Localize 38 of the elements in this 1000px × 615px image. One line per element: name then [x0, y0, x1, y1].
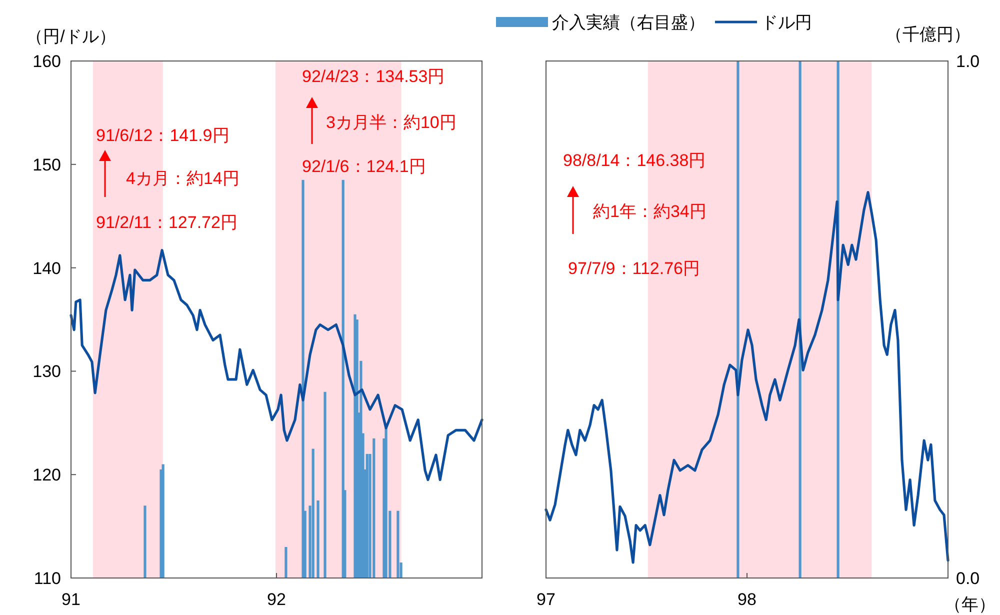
annotation: 約1年：約34円 — [593, 202, 706, 221]
y2-tick-label: 1.0 — [956, 52, 980, 71]
y-axis-title: （円/ドル） — [26, 27, 116, 46]
y-tick-label: 110 — [34, 569, 61, 588]
y-tick-label: 160 — [32, 52, 61, 71]
bar — [396, 510, 400, 578]
y2-axis-title: （千億円） — [886, 25, 970, 44]
x-axis-title: （年） — [944, 595, 996, 614]
annotation: 3カ月半：約10円 — [326, 113, 456, 132]
bar — [312, 448, 314, 578]
y-tick-label: 150 — [32, 155, 61, 174]
x-tick-label: 91 — [62, 590, 80, 609]
annotation: 92/1/6：124.1円 — [302, 157, 426, 176]
annotation: 98/8/14：146.38円 — [563, 151, 706, 170]
y-tick-label: 130 — [32, 362, 61, 382]
bar — [302, 180, 304, 578]
bar — [316, 500, 320, 578]
bar — [162, 464, 164, 578]
y-tick-label: 140 — [32, 258, 61, 278]
legend-label: ドル円 — [761, 13, 812, 32]
legend-label: 介入実績（右目盛） — [552, 13, 705, 32]
bar — [284, 546, 288, 578]
x-tick-label: 98 — [738, 590, 756, 609]
bar — [384, 428, 388, 578]
annotation: 97/7/9：112.76円 — [568, 259, 700, 278]
bar — [354, 314, 356, 578]
bar — [372, 438, 376, 578]
line-series — [70, 248, 484, 482]
annotation: 4カ月：約14円 — [126, 169, 240, 188]
bar — [144, 506, 146, 578]
y-tick-label: 120 — [32, 466, 61, 485]
annotation: 91/6/12：141.9円 — [96, 126, 230, 145]
bar — [324, 392, 326, 578]
x-tick-label: 92 — [267, 590, 286, 609]
y2-tick-label: 0.0 — [956, 569, 980, 588]
annotation: 91/2/11：127.72円 — [96, 213, 238, 232]
x-tick-label: 97 — [536, 590, 556, 609]
annotation: 92/4/23：134.53円 — [302, 67, 445, 86]
